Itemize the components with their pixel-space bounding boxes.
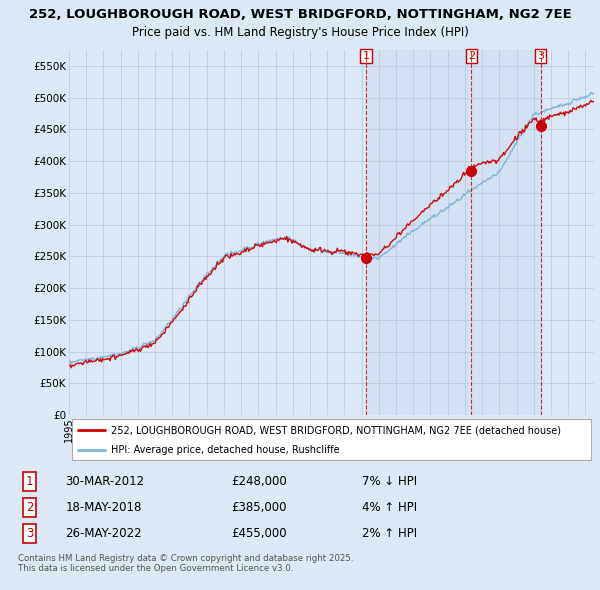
Text: 7% ↓ HPI: 7% ↓ HPI bbox=[362, 475, 418, 488]
Text: HPI: Average price, detached house, Rushcliffe: HPI: Average price, detached house, Rush… bbox=[111, 445, 340, 455]
Text: 2: 2 bbox=[468, 51, 475, 61]
Text: Contains HM Land Registry data © Crown copyright and database right 2025.
This d: Contains HM Land Registry data © Crown c… bbox=[18, 554, 353, 573]
Text: 3: 3 bbox=[537, 51, 544, 61]
Text: 18-MAY-2018: 18-MAY-2018 bbox=[65, 501, 142, 514]
Text: 3: 3 bbox=[26, 527, 34, 540]
Text: £385,000: £385,000 bbox=[232, 501, 287, 514]
Text: 2% ↑ HPI: 2% ↑ HPI bbox=[362, 527, 418, 540]
Text: 252, LOUGHBOROUGH ROAD, WEST BRIDGFORD, NOTTINGHAM, NG2 7EE: 252, LOUGHBOROUGH ROAD, WEST BRIDGFORD, … bbox=[29, 8, 571, 21]
Text: 30-MAR-2012: 30-MAR-2012 bbox=[65, 475, 145, 488]
Text: 252, LOUGHBOROUGH ROAD, WEST BRIDGFORD, NOTTINGHAM, NG2 7EE (detached house): 252, LOUGHBOROUGH ROAD, WEST BRIDGFORD, … bbox=[111, 425, 561, 435]
Text: £248,000: £248,000 bbox=[232, 475, 287, 488]
Text: 1: 1 bbox=[26, 475, 34, 488]
Text: 4% ↑ HPI: 4% ↑ HPI bbox=[362, 501, 418, 514]
FancyBboxPatch shape bbox=[71, 419, 592, 460]
Text: 26-MAY-2022: 26-MAY-2022 bbox=[65, 527, 142, 540]
Text: £455,000: £455,000 bbox=[232, 527, 287, 540]
Text: 2: 2 bbox=[26, 501, 34, 514]
Text: Price paid vs. HM Land Registry's House Price Index (HPI): Price paid vs. HM Land Registry's House … bbox=[131, 26, 469, 39]
Bar bbox=[366, 50, 541, 415]
Text: 1: 1 bbox=[362, 51, 370, 61]
